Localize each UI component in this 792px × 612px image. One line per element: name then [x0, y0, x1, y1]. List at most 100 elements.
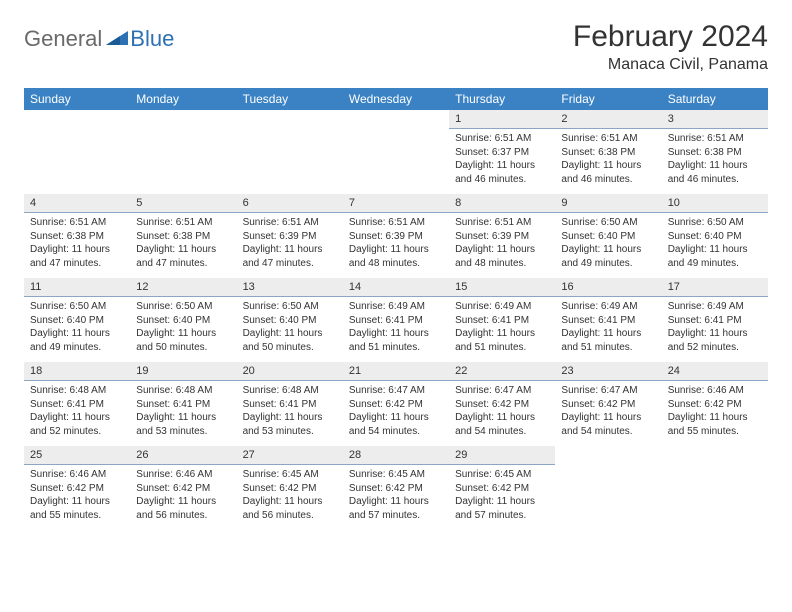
sunset-line: Sunset: 6:42 PM [349, 483, 423, 494]
calendar-cell: 6Sunrise: 6:51 AMSunset: 6:39 PMDaylight… [237, 194, 343, 278]
sunrise-line: Sunrise: 6:46 AM [30, 469, 106, 480]
calendar-cell: 4Sunrise: 6:51 AMSunset: 6:38 PMDaylight… [24, 194, 130, 278]
daylight-line: Daylight: 11 hours and 46 minutes. [668, 160, 748, 185]
day-content: Sunrise: 6:48 AMSunset: 6:41 PMDaylight:… [237, 381, 343, 441]
day-number: 21 [343, 362, 449, 381]
day-content: Sunrise: 6:51 AMSunset: 6:38 PMDaylight:… [662, 129, 768, 189]
daylight-line: Daylight: 11 hours and 51 minutes. [561, 328, 641, 353]
day-content: Sunrise: 6:51 AMSunset: 6:38 PMDaylight:… [555, 129, 661, 189]
day-number: 6 [237, 194, 343, 213]
calendar-cell: 19Sunrise: 6:48 AMSunset: 6:41 PMDayligh… [130, 362, 236, 446]
sunset-line: Sunset: 6:40 PM [30, 315, 104, 326]
sunset-line: Sunset: 6:38 PM [30, 231, 104, 242]
daylight-line: Daylight: 11 hours and 47 minutes. [30, 244, 110, 269]
calendar-cell: 27Sunrise: 6:45 AMSunset: 6:42 PMDayligh… [237, 446, 343, 530]
sunset-line: Sunset: 6:41 PM [243, 399, 317, 410]
sunrise-line: Sunrise: 6:51 AM [243, 217, 319, 228]
day-content: Sunrise: 6:45 AMSunset: 6:42 PMDaylight:… [449, 465, 555, 525]
calendar-cell: 24Sunrise: 6:46 AMSunset: 6:42 PMDayligh… [662, 362, 768, 446]
calendar-week-row: 25Sunrise: 6:46 AMSunset: 6:42 PMDayligh… [24, 446, 768, 530]
day-content: Sunrise: 6:50 AMSunset: 6:40 PMDaylight:… [130, 297, 236, 357]
daylight-line: Daylight: 11 hours and 54 minutes. [349, 412, 429, 437]
day-content: Sunrise: 6:51 AMSunset: 6:39 PMDaylight:… [237, 213, 343, 273]
day-content: Sunrise: 6:49 AMSunset: 6:41 PMDaylight:… [449, 297, 555, 357]
calendar-week-row: 18 Sunrise: 6:48 AMSunset: 6:41 PMDayligh… [24, 362, 768, 446]
day-number: 23 [555, 362, 661, 381]
day-content: Sunrise: 6:51 AM Sunset: 6:38 PM Daylight:… [24, 213, 130, 273]
day-content: Sunrise: 6:47 AMSunset: 6:42 PMDaylight:… [343, 381, 449, 441]
calendar-cell [555, 446, 661, 530]
day-number: 27 [237, 446, 343, 465]
day-content: Sunrise: 6:46 AMSunset: 6:42 PMDaylight:… [130, 465, 236, 525]
daylight-line: Daylight: 11 hours and 47 minutes. [136, 244, 216, 269]
sunset-line: Sunset: 6:39 PM [243, 231, 317, 242]
day-content: Sunrise: 6:47 AMSunset: 6:42 PMDaylight:… [555, 381, 661, 441]
calendar-cell: 23Sunrise: 6:47 AMSunset: 6:42 PMDayligh… [555, 362, 661, 446]
sunset-line: Sunset: 6:42 PM [668, 399, 742, 410]
sunrise-line: Sunrise: 6:51 AM [668, 133, 744, 144]
sunrise-line: Sunrise: 6:51 AM [30, 217, 106, 228]
day-content: Sunrise: 6:51 AMSunset: 6:37 PMDaylight:… [449, 129, 555, 189]
daylight-line: Daylight: 11 hours and 50 minutes. [243, 328, 323, 353]
day-content: Sunrise: 6:49 AMSunset: 6:41 PMDaylight:… [343, 297, 449, 357]
calendar-cell: 26Sunrise: 6:46 AMSunset: 6:42 PMDayligh… [130, 446, 236, 530]
daylight-line: Daylight: 11 hours and 56 minutes. [136, 496, 216, 521]
day-number: 13 [237, 278, 343, 297]
logo: General Blue [24, 26, 174, 52]
calendar-cell: 12Sunrise: 6:50 AMSunset: 6:40 PMDayligh… [130, 278, 236, 362]
day-number: 28 [343, 446, 449, 465]
daylight-line: Daylight: 11 hours and 48 minutes. [349, 244, 429, 269]
calendar-cell [343, 110, 449, 194]
calendar-week-row: 11Sunrise: 6:50 AMSunset: 6:40 PMDayligh… [24, 278, 768, 362]
daylight-line: Daylight: 11 hours and 55 minutes. [30, 496, 110, 521]
day-content: Sunrise: 6:46 AMSunset: 6:42 PMDaylight:… [24, 465, 130, 525]
day-content: Sunrise: 6:50 AMSunset: 6:40 PMDaylight:… [662, 213, 768, 273]
sunrise-line: Sunrise: 6:51 AM [136, 217, 212, 228]
sunrise-line: Sunrise: 6:50 AM [30, 301, 106, 312]
sunset-line: Sunset: 6:41 PM [668, 315, 742, 326]
calendar-cell: 21Sunrise: 6:47 AMSunset: 6:42 PMDayligh… [343, 362, 449, 446]
weekday-header: Thursday [449, 88, 555, 110]
calendar-cell: 16Sunrise: 6:49 AMSunset: 6:41 PMDayligh… [555, 278, 661, 362]
calendar-cell [130, 110, 236, 194]
day-number: 5 [130, 194, 236, 213]
day-number: 1 [449, 110, 555, 129]
sunrise-line: Sunrise: 6:45 AM [455, 469, 531, 480]
page-title: February 2024 [573, 20, 768, 54]
daylight-line: Daylight: 11 hours and 57 minutes. [349, 496, 429, 521]
sunrise-line: Sunrise: 6:45 AM [243, 469, 319, 480]
daylight-line: Daylight: 11 hours and 54 minutes. [455, 412, 535, 437]
weekday-header: Sunday [24, 88, 130, 110]
sunset-line: Sunset: 6:42 PM [136, 483, 210, 494]
day-number: 29 [449, 446, 555, 465]
day-number: 18 [24, 362, 130, 381]
sunset-line: Sunset: 6:39 PM [455, 231, 529, 242]
sunset-line: Sunset: 6:42 PM [455, 399, 529, 410]
daylight-line: Daylight: 11 hours and 46 minutes. [561, 160, 641, 185]
sunset-line: Sunset: 6:41 PM [30, 399, 104, 410]
calendar-header-row: SundayMondayTuesdayWednesdayThursdayFrid… [24, 88, 768, 110]
calendar-cell: 8Sunrise: 6:51 AMSunset: 6:39 PMDaylight… [449, 194, 555, 278]
location-label: Manaca Civil, Panama [573, 56, 768, 74]
day-number: 19 [130, 362, 236, 381]
sunrise-line: Sunrise: 6:45 AM [349, 469, 425, 480]
weekday-header: Tuesday [237, 88, 343, 110]
sunrise-line: Sunrise: 6:47 AM [349, 385, 425, 396]
day-number: 12 [130, 278, 236, 297]
day-content: Sunrise: 6:51 AMSunset: 6:39 PMDaylight:… [343, 213, 449, 273]
day-number: 20 [237, 362, 343, 381]
day-number: 7 [343, 194, 449, 213]
day-number: 25 [24, 446, 130, 465]
daylight-line: Daylight: 11 hours and 53 minutes. [136, 412, 216, 437]
sunrise-line: Sunrise: 6:47 AM [455, 385, 531, 396]
calendar-week-row: 1Sunrise: 6:51 AMSunset: 6:37 PMDaylight… [24, 110, 768, 194]
day-content: Sunrise: 6:45 AMSunset: 6:42 PMDaylight:… [237, 465, 343, 525]
sunrise-line: Sunrise: 6:49 AM [349, 301, 425, 312]
day-number: 24 [662, 362, 768, 381]
sunset-line: Sunset: 6:41 PM [349, 315, 423, 326]
sunset-line: Sunset: 6:41 PM [561, 315, 635, 326]
daylight-line: Daylight: 11 hours and 54 minutes. [561, 412, 641, 437]
day-content: Sunrise: 6:49 AMSunset: 6:41 PMDaylight:… [555, 297, 661, 357]
day-number: 2 [555, 110, 661, 129]
calendar-body: 1Sunrise: 6:51 AMSunset: 6:37 PMDaylight… [24, 110, 768, 530]
